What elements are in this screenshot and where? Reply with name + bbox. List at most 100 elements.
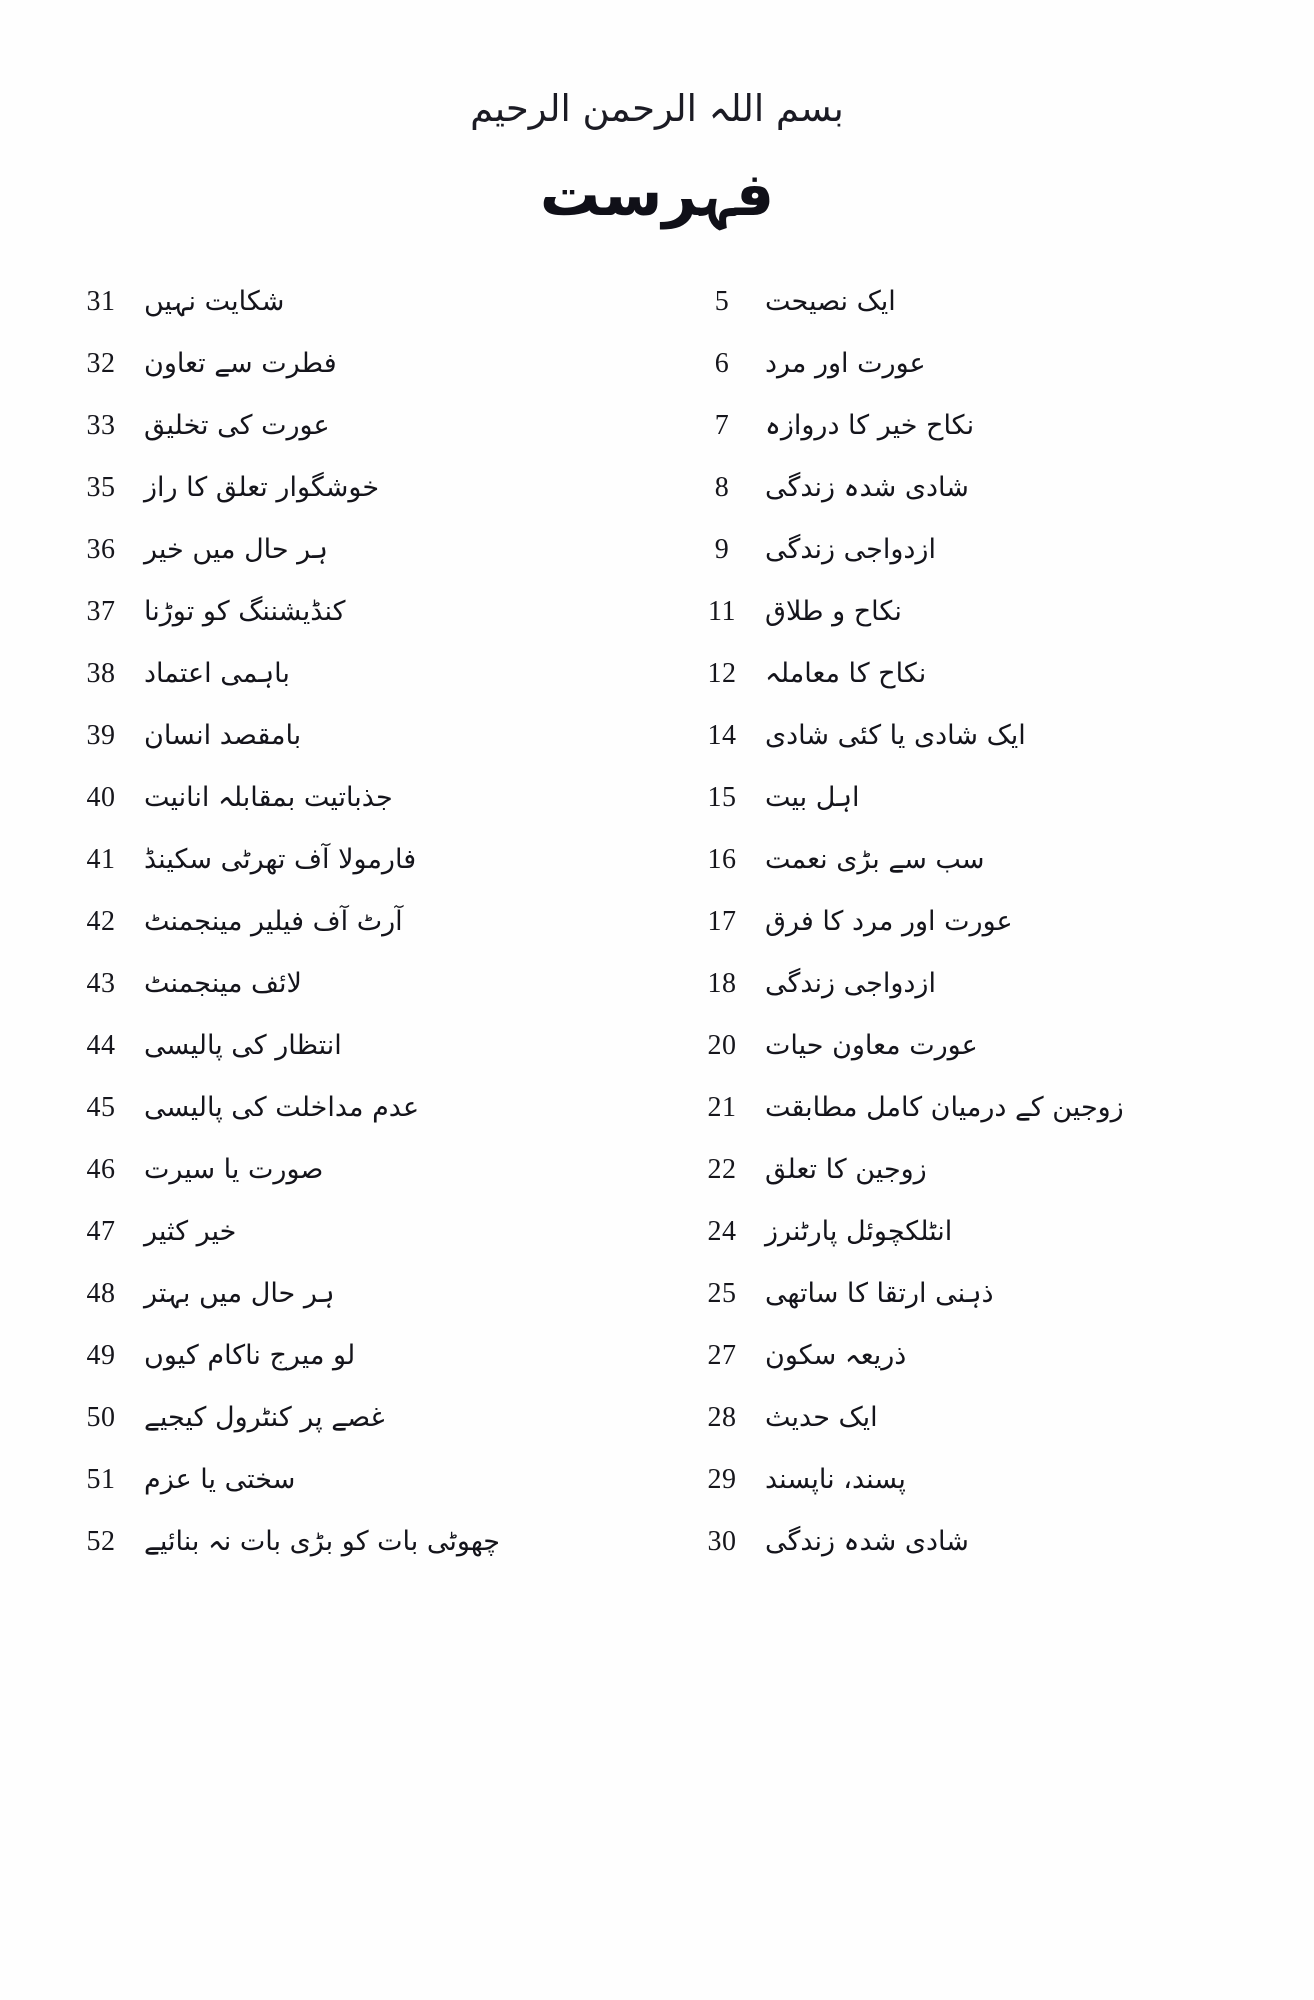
toc-entry[interactable]: غصے پر کنٹرول کیجیے 50 <box>58 1402 639 1464</box>
toc-entry-title[interactable]: عدم مداخلت کی پالیسی <box>144 1092 420 1124</box>
toc-entry[interactable]: باہمی اعتماد 38 <box>58 658 639 720</box>
toc-entry[interactable]: عورت معاون حیات 20 <box>679 1030 1256 1092</box>
toc-entry[interactable]: سب سے بڑی نعمت 16 <box>679 844 1256 906</box>
toc-entry[interactable]: ازدواجی زندگی 9 <box>679 534 1256 596</box>
toc-entry[interactable]: انٹلکچوئل پارٹنرز 24 <box>679 1216 1256 1278</box>
toc-entry-page-number: 12 <box>707 658 737 690</box>
toc-entry-title[interactable]: سب سے بڑی نعمت <box>765 844 985 876</box>
toc-entry[interactable]: صورت یا سیرت 46 <box>58 1154 639 1216</box>
toc-entry[interactable]: زوجین کے درمیان کامل مطابقت 21 <box>679 1092 1256 1154</box>
toc-entry[interactable]: آرٹ آف فیلیر مینجمنٹ 42 <box>58 906 639 968</box>
toc-entry[interactable]: پسند، ناپسند 29 <box>679 1464 1256 1526</box>
toc-entry[interactable]: چھوٹی بات کو بڑی بات نہ بنائیے 52 <box>58 1526 639 1588</box>
toc-entry-page-number: 49 <box>86 1340 116 1372</box>
toc-entry[interactable]: ایک حدیث 28 <box>679 1402 1256 1464</box>
toc-entry[interactable]: شادی شدہ زندگی 8 <box>679 472 1256 534</box>
toc-entry-page-number: 38 <box>86 658 116 690</box>
toc-entry-page-number: 25 <box>707 1278 737 1310</box>
toc-entry-title[interactable]: پسند، ناپسند <box>765 1464 906 1496</box>
toc-entry-title[interactable]: لو میرج ناکام کیوں <box>144 1340 356 1372</box>
toc-entry-title[interactable]: اہل بیت <box>765 782 860 814</box>
toc-entry[interactable]: جذباتیت بمقابلہ انانیت 40 <box>58 782 639 844</box>
toc-entry[interactable]: زوجین کا تعلق 22 <box>679 1154 1256 1216</box>
toc-entry[interactable]: نکاح و طلاق 11 <box>679 596 1256 658</box>
toc-entry-title[interactable]: خیر کثیر <box>144 1216 237 1248</box>
toc-entry-title[interactable]: خوشگوار تعلق کا راز <box>144 472 380 504</box>
toc-entry[interactable]: عورت کی تخلیق 33 <box>58 410 639 472</box>
toc-entry[interactable]: نکاح کا معاملہ 12 <box>679 658 1256 720</box>
toc-entry[interactable]: ازدواجی زندگی 18 <box>679 968 1256 1030</box>
toc-entry-title[interactable]: ازدواجی زندگی <box>765 968 936 1000</box>
toc-entry-page-number: 17 <box>707 906 737 938</box>
toc-entry-title[interactable]: شادی شدہ زندگی <box>765 472 969 504</box>
toc-entry-title[interactable]: ایک حدیث <box>765 1402 878 1434</box>
toc-entry-title[interactable]: انٹلکچوئل پارٹنرز <box>765 1216 953 1248</box>
toc-entry-title[interactable]: ایک شادی یا کئی شادی <box>765 720 1026 752</box>
toc-entry-page-number: 16 <box>707 844 737 876</box>
toc-entry[interactable]: نکاح خیر کا دروازہ 7 <box>679 410 1256 472</box>
toc-entry-title[interactable]: صورت یا سیرت <box>144 1154 324 1186</box>
toc-entry-title[interactable]: جذباتیت بمقابلہ انانیت <box>144 782 393 814</box>
toc-entry-page-number: 45 <box>86 1092 116 1124</box>
toc-entry[interactable]: ذہنی ارتقا کا ساتھی 25 <box>679 1278 1256 1340</box>
toc-entry-page-number: 42 <box>86 906 116 938</box>
toc-entry[interactable]: ذریعہ سکون 27 <box>679 1340 1256 1402</box>
toc-entry[interactable]: ایک نصیحت 5 <box>679 286 1256 348</box>
toc-entry-title[interactable]: ذریعہ سکون <box>765 1340 907 1372</box>
toc-entry-title[interactable]: عورت اور مرد <box>765 348 926 380</box>
toc-entry-title[interactable]: باہمی اعتماد <box>144 658 290 690</box>
toc-entry-title[interactable]: کنڈیشننگ کو توڑنا <box>144 596 346 628</box>
toc-entry-title[interactable]: ازدواجی زندگی <box>765 534 936 566</box>
toc-entry-title[interactable]: انتظار کی پالیسی <box>144 1030 342 1062</box>
toc-entry-title[interactable]: نکاح کا معاملہ <box>765 658 927 690</box>
toc-entry[interactable]: فطرت سے تعاون 32 <box>58 348 639 410</box>
toc-entry-title[interactable]: نکاح خیر کا دروازہ <box>765 410 975 442</box>
toc-entry[interactable]: بامقصد انسان 39 <box>58 720 639 782</box>
toc-entry[interactable]: انتظار کی پالیسی 44 <box>58 1030 639 1092</box>
toc-entry-title[interactable]: زوجین کے درمیان کامل مطابقت <box>765 1092 1124 1124</box>
toc-entry[interactable]: خیر کثیر 47 <box>58 1216 639 1278</box>
toc-entry-title[interactable]: غصے پر کنٹرول کیجیے <box>144 1402 385 1434</box>
toc-entry[interactable]: شکایت نہیں 31 <box>58 286 639 348</box>
toc-entry-page-number: 46 <box>86 1154 116 1186</box>
toc-entry-title[interactable]: زوجین کا تعلق <box>765 1154 927 1186</box>
toc-entry-title[interactable]: شادی شدہ زندگی <box>765 1526 969 1558</box>
toc-entry-title[interactable]: بامقصد انسان <box>144 720 302 752</box>
toc-entry-page-number: 15 <box>707 782 737 814</box>
toc-entry-page-number: 37 <box>86 596 116 628</box>
toc-entry[interactable]: عدم مداخلت کی پالیسی 45 <box>58 1092 639 1154</box>
toc-entry-title[interactable]: سختی یا عزم <box>144 1464 296 1496</box>
toc-entry[interactable]: ایک شادی یا کئی شادی 14 <box>679 720 1256 782</box>
toc-entry[interactable]: عورت اور مرد کا فرق 17 <box>679 906 1256 968</box>
toc-entry[interactable]: شادی شدہ زندگی 30 <box>679 1526 1256 1588</box>
toc-entry-title[interactable]: شکایت نہیں <box>144 286 285 318</box>
toc-entry-title[interactable]: ذہنی ارتقا کا ساتھی <box>765 1278 994 1310</box>
toc-entry-title[interactable]: عورت کی تخلیق <box>144 410 330 442</box>
toc-entry-title[interactable]: لائف مینجمنٹ <box>144 968 302 1000</box>
toc-entry[interactable]: ہر حال میں بہتر 48 <box>58 1278 639 1340</box>
toc-entry[interactable]: کنڈیشننگ کو توڑنا 37 <box>58 596 639 658</box>
toc-entry-title[interactable]: ایک نصیحت <box>765 286 896 318</box>
toc-entry-title[interactable]: آرٹ آف فیلیر مینجمنٹ <box>144 906 403 938</box>
toc-entry-title[interactable]: نکاح و طلاق <box>765 596 902 628</box>
toc-entry[interactable]: عورت اور مرد 6 <box>679 348 1256 410</box>
toc-entry[interactable]: سختی یا عزم 51 <box>58 1464 639 1526</box>
toc-entry-page-number: 6 <box>714 348 730 380</box>
toc-entry-page-number: 43 <box>86 968 116 1000</box>
toc-entry-title[interactable]: فارمولا آف تھرٹی سکینڈ <box>144 844 417 876</box>
toc-entry-title[interactable]: فطرت سے تعاون <box>144 348 337 380</box>
toc-entry[interactable]: فارمولا آف تھرٹی سکینڈ 41 <box>58 844 639 906</box>
table-of-contents: ایک نصیحت 5 عورت اور مرد 6 نکاح خیر کا درواز… <box>0 286 1314 1588</box>
toc-entry-title[interactable]: عورت معاون حیات <box>765 1030 978 1062</box>
toc-entry-title[interactable]: عورت اور مرد کا فرق <box>765 906 1013 938</box>
toc-entry[interactable]: لائف مینجمنٹ 43 <box>58 968 639 1030</box>
toc-entry[interactable]: لو میرج ناکام کیوں 49 <box>58 1340 639 1402</box>
toc-entry[interactable]: خوشگوار تعلق کا راز 35 <box>58 472 639 534</box>
toc-entry[interactable]: ہر حال میں خیر 36 <box>58 534 639 596</box>
toc-entry[interactable]: اہل بیت 15 <box>679 782 1256 844</box>
toc-entry-title[interactable]: چھوٹی بات کو بڑی بات نہ بنائیے <box>144 1526 500 1558</box>
toc-entry-page-number: 8 <box>714 472 730 504</box>
toc-entry-title[interactable]: ہر حال میں بہتر <box>144 1278 335 1310</box>
toc-entry-title[interactable]: ہر حال میں خیر <box>144 534 328 566</box>
